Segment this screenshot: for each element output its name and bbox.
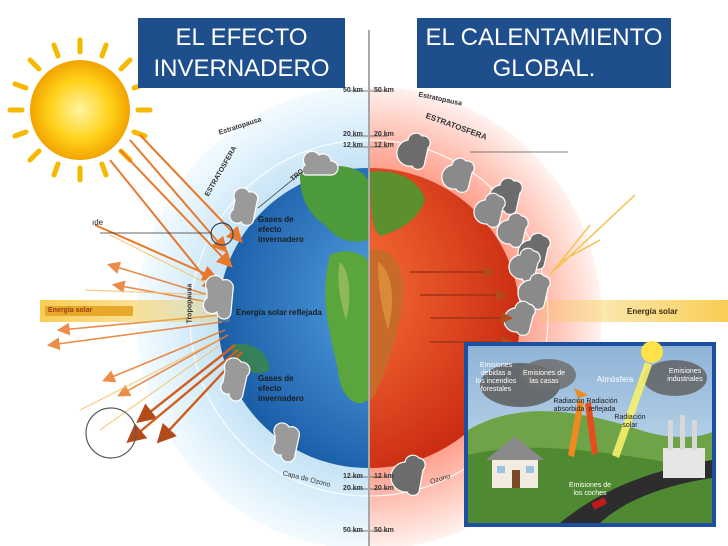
inset-label-coches: Emisiones de los coches	[568, 482, 612, 497]
earth-ocean	[218, 168, 368, 468]
title-calentamiento-global: EL CALENTAMIENTO GLOBAL.	[417, 18, 671, 88]
label-partial: ıde	[92, 218, 104, 227]
tick-right-50-top: 50 km	[374, 87, 394, 94]
label-tropopausa: Tropopausa	[186, 283, 194, 324]
zoom-circle-large	[85, 407, 137, 459]
inset-label-atmosfera: Atmósfera	[596, 375, 634, 384]
inset-label-casas: Emisiones de las casas	[522, 370, 566, 385]
hot-north-land	[370, 171, 425, 236]
solar-beam-right	[540, 300, 728, 322]
tick-left-50-bottom: 50 km	[343, 527, 363, 534]
tick-right-50-bottom: 50 km	[374, 527, 394, 534]
title-efecto-invernadero: EL EFECTO INVERNADERO	[138, 18, 345, 88]
tick-right-12-bottom: 12 km	[374, 473, 394, 480]
south-america-land	[325, 251, 368, 404]
tick-right-12-top: 12 km	[374, 142, 394, 149]
north-land	[300, 165, 368, 242]
inset-label-industriales: Emisiones industriales	[667, 368, 703, 383]
tick-left-20-bottom: 20 km	[343, 485, 363, 492]
left-globe-group	[135, 85, 368, 546]
tick-left-20-top: 20 km	[343, 131, 363, 138]
tick-right-20-top: 20 km	[374, 131, 394, 138]
inset-scene	[464, 341, 716, 527]
label-gases-bottom: Gases de efecto invernadero	[258, 374, 304, 403]
tick-right-20-bottom: 20 km	[374, 485, 394, 492]
solar-beam-left	[40, 300, 230, 322]
label-gases-top: Gases de efecto invernadero	[258, 215, 304, 244]
inset-label-reflejada: Radiación reflejada	[586, 398, 618, 413]
tick-left-50-top: 50 km	[343, 87, 363, 94]
tick-left-12-bottom: 12 km	[343, 473, 363, 480]
label-energia-solar-left: Energía solar	[48, 307, 93, 314]
inset-label-solar: Radiación solar	[614, 414, 646, 429]
inset-label-absorbida: Radiación absorbida	[553, 398, 585, 413]
label-energia-solar-right: Energía solar	[627, 307, 678, 316]
reflected-rays	[46, 261, 229, 397]
inset-label-incendios: Emisiones debidas a los incendios forest…	[475, 362, 517, 393]
label-energia-reflejada: Energía solar reflejada	[236, 308, 322, 317]
right-clouds	[390, 132, 551, 496]
zoom-circle-small	[210, 222, 234, 246]
left-clouds	[202, 150, 339, 463]
tick-left-12-top: 12 km	[343, 142, 363, 149]
